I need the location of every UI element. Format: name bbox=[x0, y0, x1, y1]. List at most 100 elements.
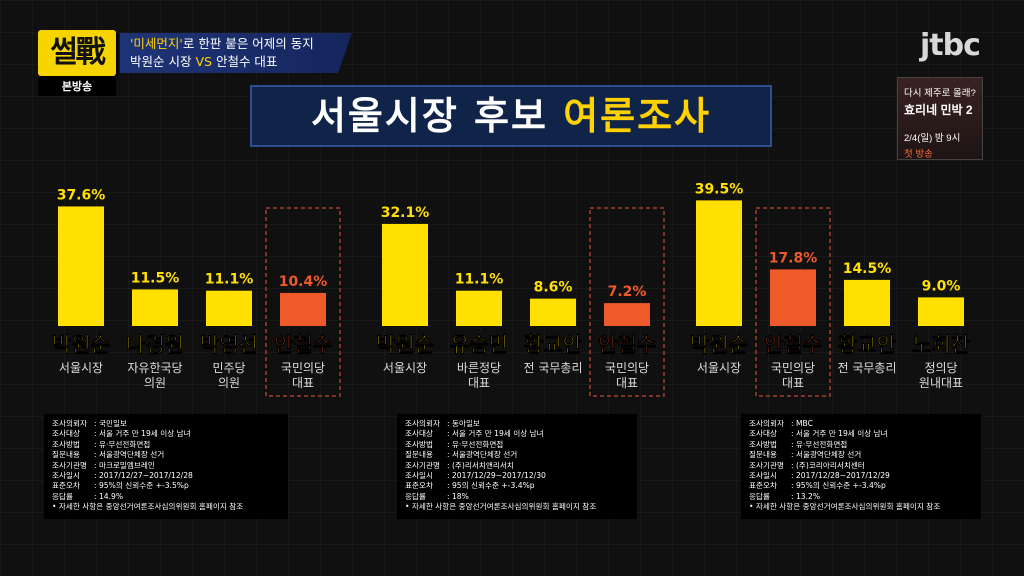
highlight-frame bbox=[755, 207, 831, 397]
survey-info-key: 조사대상 bbox=[749, 429, 777, 439]
survey-info-row: 조사일시: 2017/12/27~2017/12/28 bbox=[52, 471, 280, 481]
candidate-name: 박원순 bbox=[52, 333, 110, 357]
survey-info-key: 응답률 bbox=[405, 491, 426, 501]
survey-info-row: 응답률 : 18% bbox=[405, 492, 629, 502]
survey-info-key: 표준오차 bbox=[405, 481, 433, 491]
topic-name-a: 박원순 시장 bbox=[130, 54, 192, 69]
survey-info-row: 조사대상 : 서울 거주 만 19세 이상 남녀 bbox=[749, 429, 973, 439]
survey-info-note: • 자세한 사항은 중앙선거여론조사심의위원회 홈페이지 참조 bbox=[405, 502, 597, 512]
survey-info-key: 조사기관명 bbox=[405, 460, 440, 470]
survey-info-value: : 95%의 신뢰수준 +-3.5%p bbox=[94, 481, 189, 491]
survey-info-value: : 유·무선전화면접 bbox=[94, 439, 151, 449]
title-part-2: 여론조사 bbox=[563, 94, 712, 138]
page-title: 서울시장 후보 여론조사 bbox=[250, 85, 772, 147]
bar-1-2 bbox=[530, 298, 576, 326]
survey-info-row: 질문내용: 서울광역단체장 선거 bbox=[405, 450, 629, 460]
survey-info-value: : 국민일보 bbox=[94, 419, 127, 428]
bar-1-1 bbox=[456, 290, 502, 326]
survey-info-box-3: 조사의뢰자: MBC 조사대상: 서울 거주 만 19세 이상 남녀 조사방법: 유… bbox=[741, 414, 981, 519]
survey-info-row: 표준오차 : 95%의 신뢰수준 +-3.4%p bbox=[749, 481, 973, 491]
survey-info-value: : 18% bbox=[447, 491, 469, 501]
survey-info-note: • 자세한 사항은 중앙선거여론조사심의위원회 홈페이지 참조 bbox=[749, 502, 941, 512]
survey-info-row: 응답률 : 13.2% bbox=[749, 492, 973, 502]
survey-info-value: : 마크로밀엠브레인 bbox=[94, 460, 155, 470]
survey-info-row: 질문내용 : 서울광역단체장 선거 bbox=[52, 450, 280, 460]
data-label: 9.0% bbox=[922, 278, 961, 294]
candidate-name: 박영선 bbox=[200, 333, 258, 357]
survey-info-key: 조사대상 bbox=[405, 429, 433, 439]
survey-info-row: 조사일시: 2017/12/28~2017/12/29 bbox=[749, 471, 973, 481]
bar-0-0 bbox=[58, 206, 104, 326]
survey-info-value: : 유·무선전화면접 bbox=[447, 439, 504, 449]
survey-info-value: : 95%의 신뢰수준 +-3.4%p bbox=[791, 481, 886, 491]
survey-info-key: 응답률 bbox=[749, 491, 770, 501]
survey-info-key: 조사일시 bbox=[749, 471, 777, 481]
candidate-role: 의원 bbox=[144, 376, 166, 390]
survey-info-row: 조사일시: 2017/12/29~2017/12/30 bbox=[405, 471, 629, 481]
survey-info-key: 조사대상 bbox=[52, 429, 80, 439]
bar-0-2 bbox=[206, 290, 252, 326]
survey-info-value: : 유·무선전화면접 bbox=[791, 439, 848, 449]
promo-line-1: 다시 제주로 올래? bbox=[904, 88, 976, 99]
candidate-role: 국민의당 bbox=[771, 361, 815, 375]
logo-text: 썰戰 bbox=[38, 30, 116, 76]
survey-info-row: 표준오차 : 95의 신뢰수준 +-3.4%p bbox=[405, 481, 629, 491]
survey-info-row: 조사대상 : 서울 거주 만 19세 이상 남녀 bbox=[52, 429, 280, 439]
topic-line-1: '미세먼지'로 한판 붙은 어제의 동지 bbox=[130, 35, 352, 53]
candidate-role: 서울시장 bbox=[697, 361, 741, 375]
bar-2-3 bbox=[918, 297, 964, 326]
candidate-role: 자유한국당 bbox=[127, 361, 182, 375]
survey-info-key: 조사일시 bbox=[405, 471, 433, 481]
survey-info-key: 표준오차 bbox=[52, 481, 80, 491]
program-logo: 썰戰 본방송 bbox=[38, 30, 116, 96]
data-label: 7.2% bbox=[608, 284, 647, 300]
survey-info-row: 조사의뢰자: 동아일보 bbox=[405, 419, 629, 429]
survey-info-key: 조사기관명 bbox=[52, 460, 87, 470]
survey-info-value: : 13.2% bbox=[791, 491, 821, 501]
survey-info-row: 조사기관명 : (주)코리아리서치센터 bbox=[749, 461, 973, 471]
survey-info-key: 조사의뢰자 bbox=[52, 419, 87, 428]
candidate-name: 안철수 bbox=[274, 333, 332, 357]
candidate-role: 국민의당 bbox=[281, 361, 325, 375]
candidate-role: 의원 bbox=[218, 376, 240, 390]
topic-line-2: 박원순 시장 VS 안철수 대표 bbox=[130, 53, 352, 71]
survey-info-value: : (주)코리아리서치센터 bbox=[791, 460, 865, 470]
survey-info-row: 조사방법: 유·무선전화면접 bbox=[749, 440, 973, 450]
survey-info-key: 조사기관명 bbox=[749, 460, 784, 470]
promo-box: 다시 제주로 올래? 효리네 민박 2 2/4(일) 밤 9시 첫 방송 bbox=[897, 77, 983, 160]
survey-info-value: : 서울 거주 만 19세 이상 남녀 bbox=[94, 429, 191, 439]
survey-info-value: : 서울광역단체장 선거 bbox=[94, 450, 165, 460]
survey-info-value: : 서울 거주 만 19세 이상 남녀 bbox=[791, 429, 888, 439]
promo-show-title: 효리네 민박 2 bbox=[904, 103, 973, 117]
candidate-role: 전 국무총리 bbox=[837, 361, 896, 375]
candidate-role: 서울시장 bbox=[383, 361, 427, 375]
candidate-name: 안철수 bbox=[764, 333, 822, 357]
candidate-role: 바른정당 bbox=[457, 361, 501, 375]
promo-schedule: 2/4(일) 밤 9시 bbox=[904, 133, 961, 144]
survey-info-key: 조사방법 bbox=[405, 439, 433, 449]
candidate-role: 대표 bbox=[468, 376, 490, 390]
network-logo: jtbc bbox=[920, 28, 981, 63]
survey-info-value: : 95의 신뢰수준 +-3.4%p bbox=[447, 481, 535, 491]
candidate-role: 전 국무총리 bbox=[523, 361, 582, 375]
survey-info-key: 조사의뢰자 bbox=[405, 419, 440, 428]
topic-quote: '미세먼지' bbox=[130, 36, 183, 51]
candidate-name: 나경원 bbox=[126, 333, 184, 357]
survey-info-value: : 2017/12/27~2017/12/28 bbox=[94, 471, 193, 481]
candidate-name: 박원순 bbox=[690, 333, 748, 357]
survey-info-row: 조사의뢰자 : 국민일보 bbox=[52, 419, 280, 429]
data-label: 11.5% bbox=[131, 270, 180, 286]
candidate-role: 대표 bbox=[782, 376, 804, 390]
candidate-name: 노회찬 bbox=[912, 333, 970, 357]
survey-info-value: : MBC bbox=[791, 419, 813, 428]
candidate-role: 대표 bbox=[292, 376, 314, 390]
survey-info-row: 조사방법: 유·무선전화면접 bbox=[52, 440, 280, 450]
survey-info-key: 질문내용 bbox=[52, 450, 80, 460]
survey-info-key: 표준오차 bbox=[749, 481, 777, 491]
topic-vs: VS bbox=[195, 54, 212, 69]
survey-info-note: • 자세한 사항은 중앙선거여론조사심의위원회 홈페이지 참조 bbox=[52, 502, 244, 512]
candidate-role: 민주당 bbox=[212, 361, 245, 375]
survey-info-value: : 14.9% bbox=[94, 491, 124, 501]
candidate-role: 원내대표 bbox=[919, 376, 963, 390]
